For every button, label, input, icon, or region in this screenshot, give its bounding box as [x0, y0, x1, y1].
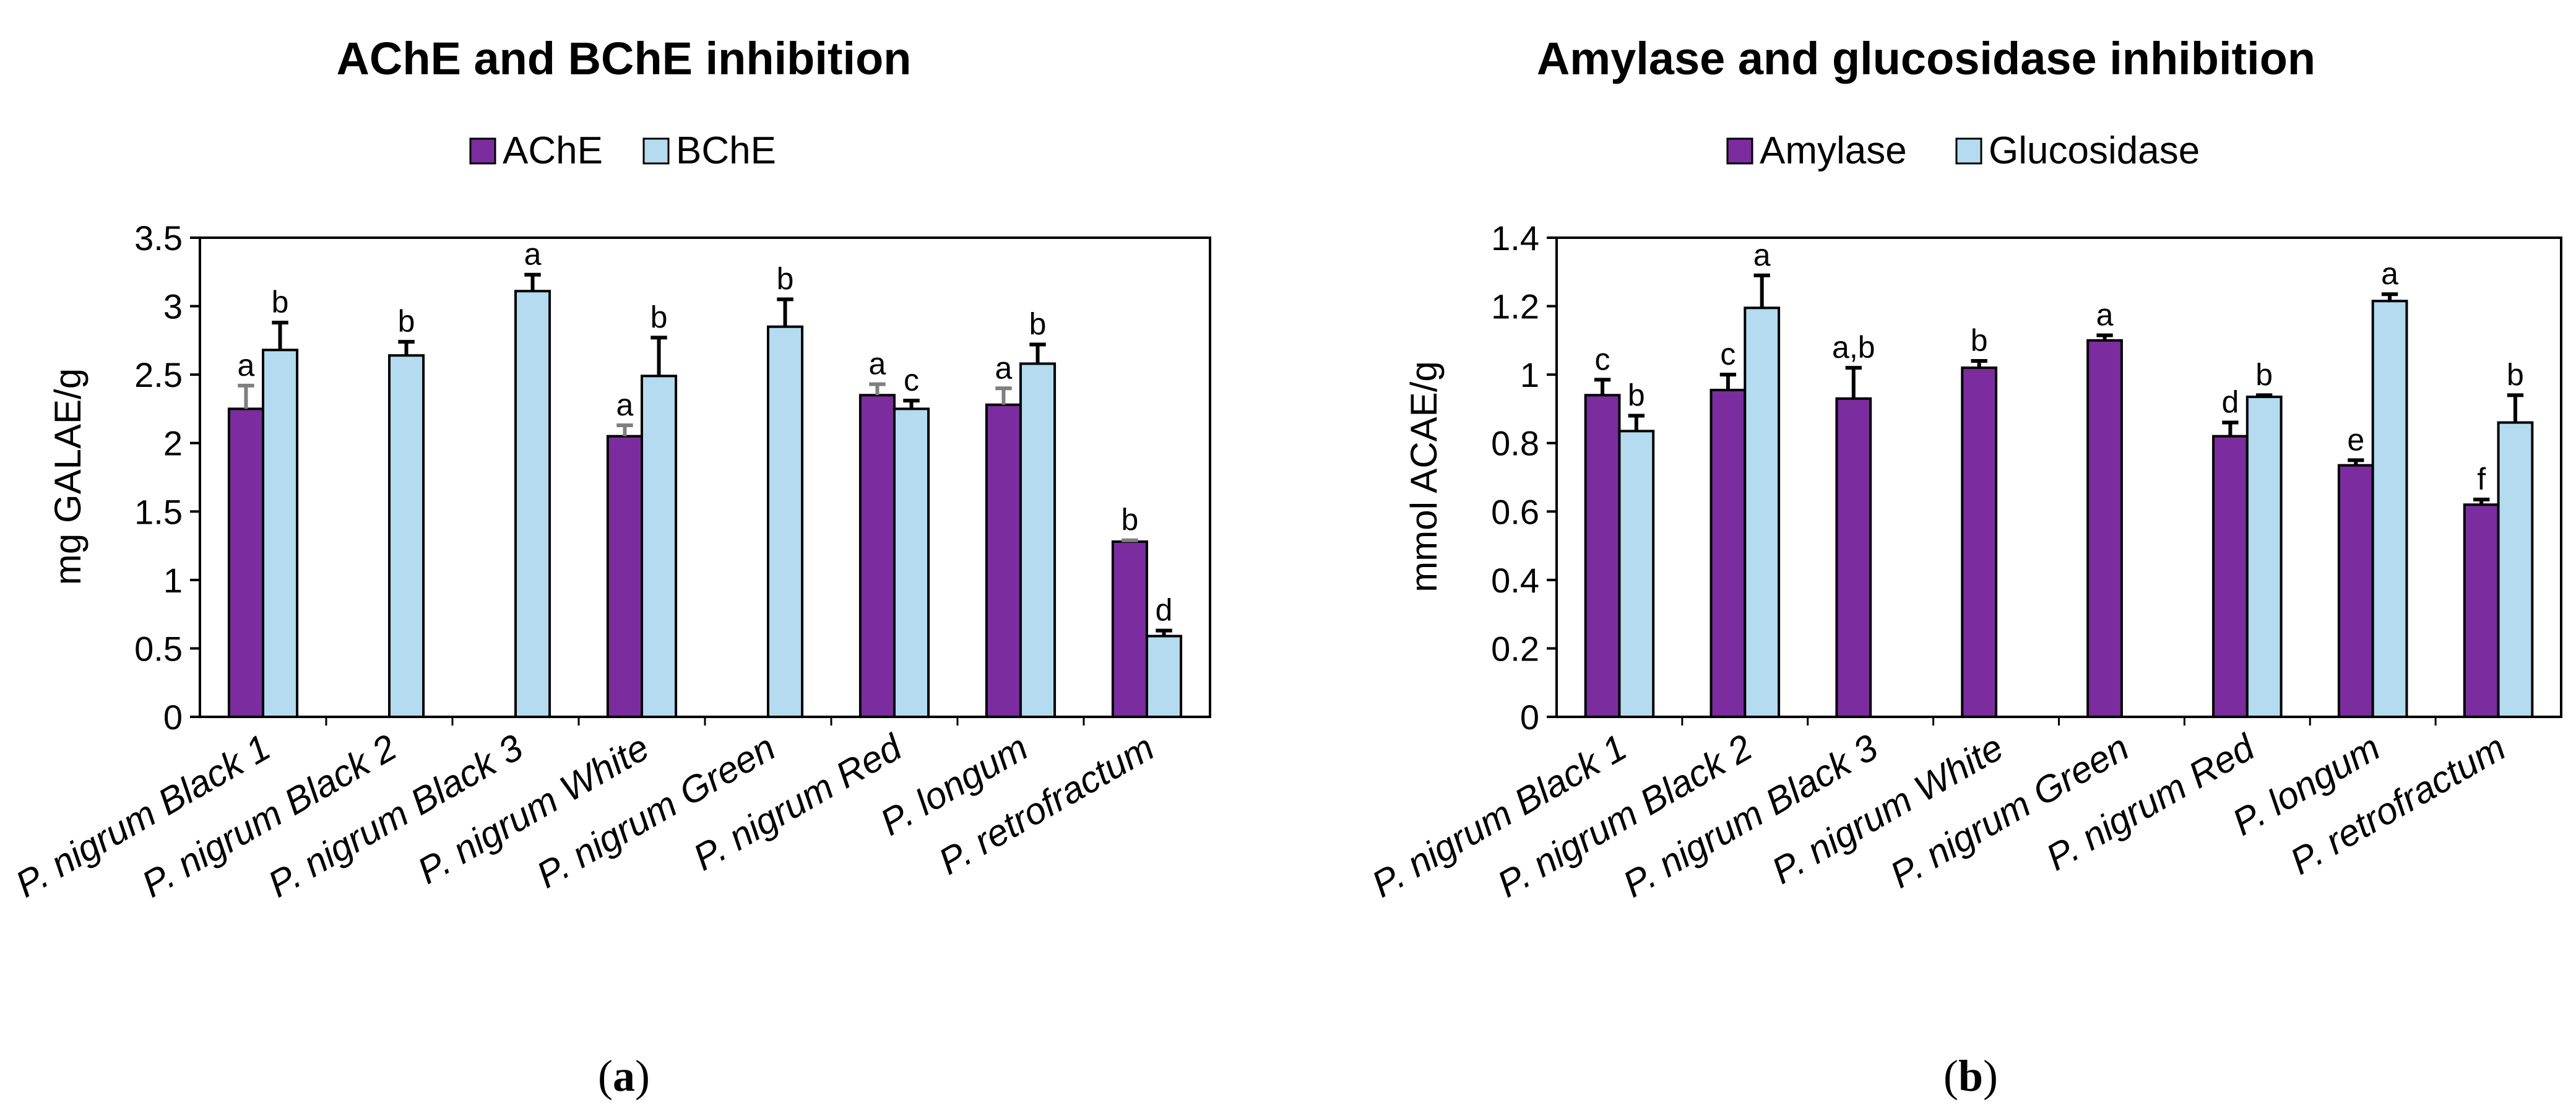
panel-a-sig-label: b — [1029, 306, 1047, 341]
panel-b-legend-swatch-0 — [1726, 137, 1753, 165]
panel-b-legend-label-1: Glucosidase — [1989, 129, 2200, 172]
panel-a-ytick-label: 1.5 — [134, 492, 183, 531]
panel-a-bar-ache — [985, 403, 1022, 719]
panel-a-sig-label: b — [398, 304, 415, 339]
panel-b-ytick-label: 0.8 — [1491, 424, 1539, 463]
panel-b-legend: Amylase Glucosidase — [1726, 129, 2200, 172]
panel-b-sig-label: a — [2096, 298, 2114, 332]
panel-a-legend-label-1: BChE — [676, 129, 776, 172]
panel-b-ytick-label: 1.4 — [1491, 219, 1539, 258]
panel-b-bar-amylase — [2086, 339, 2123, 718]
panel-b-sig-label: e — [2347, 422, 2364, 457]
panel-a-bar-ache — [227, 407, 265, 719]
panel-a-ytick-label: 3.5 — [134, 219, 183, 258]
panel-b-ytick-label: 0.6 — [1491, 492, 1539, 531]
panel-a-sig-label: d — [1156, 593, 1173, 628]
panel-a-ytick-label: 2.5 — [134, 355, 183, 394]
panel-a-bar-bche — [767, 325, 804, 718]
panel-b-sig-label: b — [1971, 323, 1988, 358]
panel-b-ytick-label: 0.2 — [1491, 629, 1539, 668]
panel-a-ytick-label: 3 — [163, 287, 183, 326]
panel-a-sig-label: a — [869, 347, 886, 381]
panel-a-bar-ache — [1111, 540, 1149, 718]
panel-a-bar-bche — [641, 375, 678, 718]
panel-b-ylabel: mmol ACAE/g — [1403, 361, 1445, 592]
panel-b-sig-label: f — [2477, 462, 2486, 496]
panel-b-ytick-label: 0.4 — [1491, 561, 1539, 600]
panel-b-bar-glucosidase — [2245, 396, 2283, 718]
panel-b-bar-amylase — [2337, 464, 2374, 719]
panel-a-bar-bche — [1146, 635, 1183, 719]
panel-a-sig-label: a — [524, 237, 542, 272]
panel-a-legend-label-0: AChE — [503, 129, 603, 172]
panel-a-sig-label: b — [1122, 503, 1139, 537]
panel-b-bar-amylase — [1835, 397, 1872, 718]
panel-b-ytick-label: 1.2 — [1491, 287, 1539, 326]
panel-a-sig-label: a — [616, 388, 634, 422]
panel-a-category-label: P. retrofractum — [931, 726, 1160, 883]
panel-a-sig-label: c — [904, 363, 919, 397]
panel-b-category-label: P. nigrum Red — [2039, 726, 2262, 878]
panel-a-bar-bche — [1019, 362, 1057, 718]
panel-b-sig-label: b — [1628, 378, 1645, 412]
panel-b-ytick-label: 0 — [1520, 698, 1539, 737]
panel-b-sig-label: a — [1753, 238, 1771, 272]
panel-a-bar-ache — [606, 435, 643, 719]
panel-b-plot-frame — [1555, 236, 2562, 718]
panel-b-bar-amylase — [1709, 389, 1747, 718]
panel-b-bar-amylase — [2463, 503, 2500, 718]
panel-a-plot-frame — [199, 236, 1211, 718]
panel-a-legend: AChE BChE — [469, 129, 776, 172]
panel-b-bar-glucosidase — [2497, 421, 2534, 718]
panel-a-chart: AChE and BChE inhibition AChE BChE mg GA… — [9, 33, 1211, 1101]
panel-b-chart: Amylase and glucosidase inhibition Amyla… — [1365, 33, 2562, 1101]
panel-a-sig-label: b — [272, 285, 289, 319]
panel-a-sig-label: a — [238, 348, 255, 383]
panel-b-bar-glucosidase — [2371, 300, 2408, 718]
panel-a-bar-bche — [893, 407, 930, 719]
panel-a-title: AChE and BChE inhibition — [336, 33, 911, 84]
panel-a-bar-ache — [858, 394, 896, 718]
panel-a-legend-swatch-1 — [642, 137, 670, 165]
panel-a-sig-label: a — [995, 350, 1013, 385]
panel-b-ytick-label: 1 — [1520, 355, 1539, 394]
panel-b-label: (b) — [1943, 1051, 1998, 1101]
panel-a-bar-bche — [514, 290, 551, 718]
panel-a-ytick-label: 0 — [163, 698, 183, 737]
panel-b-sig-label: b — [2507, 357, 2524, 392]
panel-b-bar-glucosidase — [1618, 430, 1655, 718]
panel-a-ylabel: mg GALAE/g — [47, 368, 89, 585]
panel-a-ytick-label: 0.5 — [134, 629, 183, 668]
panel-b-category-label: P. retrofractum — [2283, 726, 2512, 883]
panel-b-bar-glucosidase — [1744, 306, 1781, 719]
panel-a-bar-bche — [388, 354, 425, 718]
panel-a-category-label: P. nigrum Red — [686, 726, 909, 878]
panel-a-ytick-label: 2 — [163, 424, 183, 463]
panel-b-legend-label-0: Amylase — [1760, 129, 1907, 172]
panel-a-label: (a) — [598, 1051, 650, 1101]
panel-b-bar-amylase — [2212, 435, 2249, 719]
panel-b-sig-label: a — [2381, 256, 2398, 291]
panel-b-sig-label: c — [1595, 342, 1610, 376]
panel-b-sig-label: d — [2222, 385, 2239, 420]
panel-a-legend-swatch-0 — [469, 137, 496, 165]
panel-b-sig-label: b — [2255, 357, 2273, 392]
panel-a-bar-bche — [262, 349, 299, 718]
panel-a-ytick-label: 1 — [163, 561, 183, 600]
panel-b-sig-label: c — [1720, 337, 1735, 371]
panel-a-sig-label: b — [777, 262, 794, 297]
panel-b-bar-amylase — [1961, 366, 1998, 718]
panel-a-sig-label: b — [650, 300, 668, 334]
panel-b-title: Amylase and glucosidase inhibition — [1537, 33, 2315, 84]
panel-b-legend-swatch-1 — [1955, 137, 1982, 165]
panel-b-bar-amylase — [1584, 394, 1621, 718]
panel-b-sig-label: a,b — [1832, 330, 1875, 365]
